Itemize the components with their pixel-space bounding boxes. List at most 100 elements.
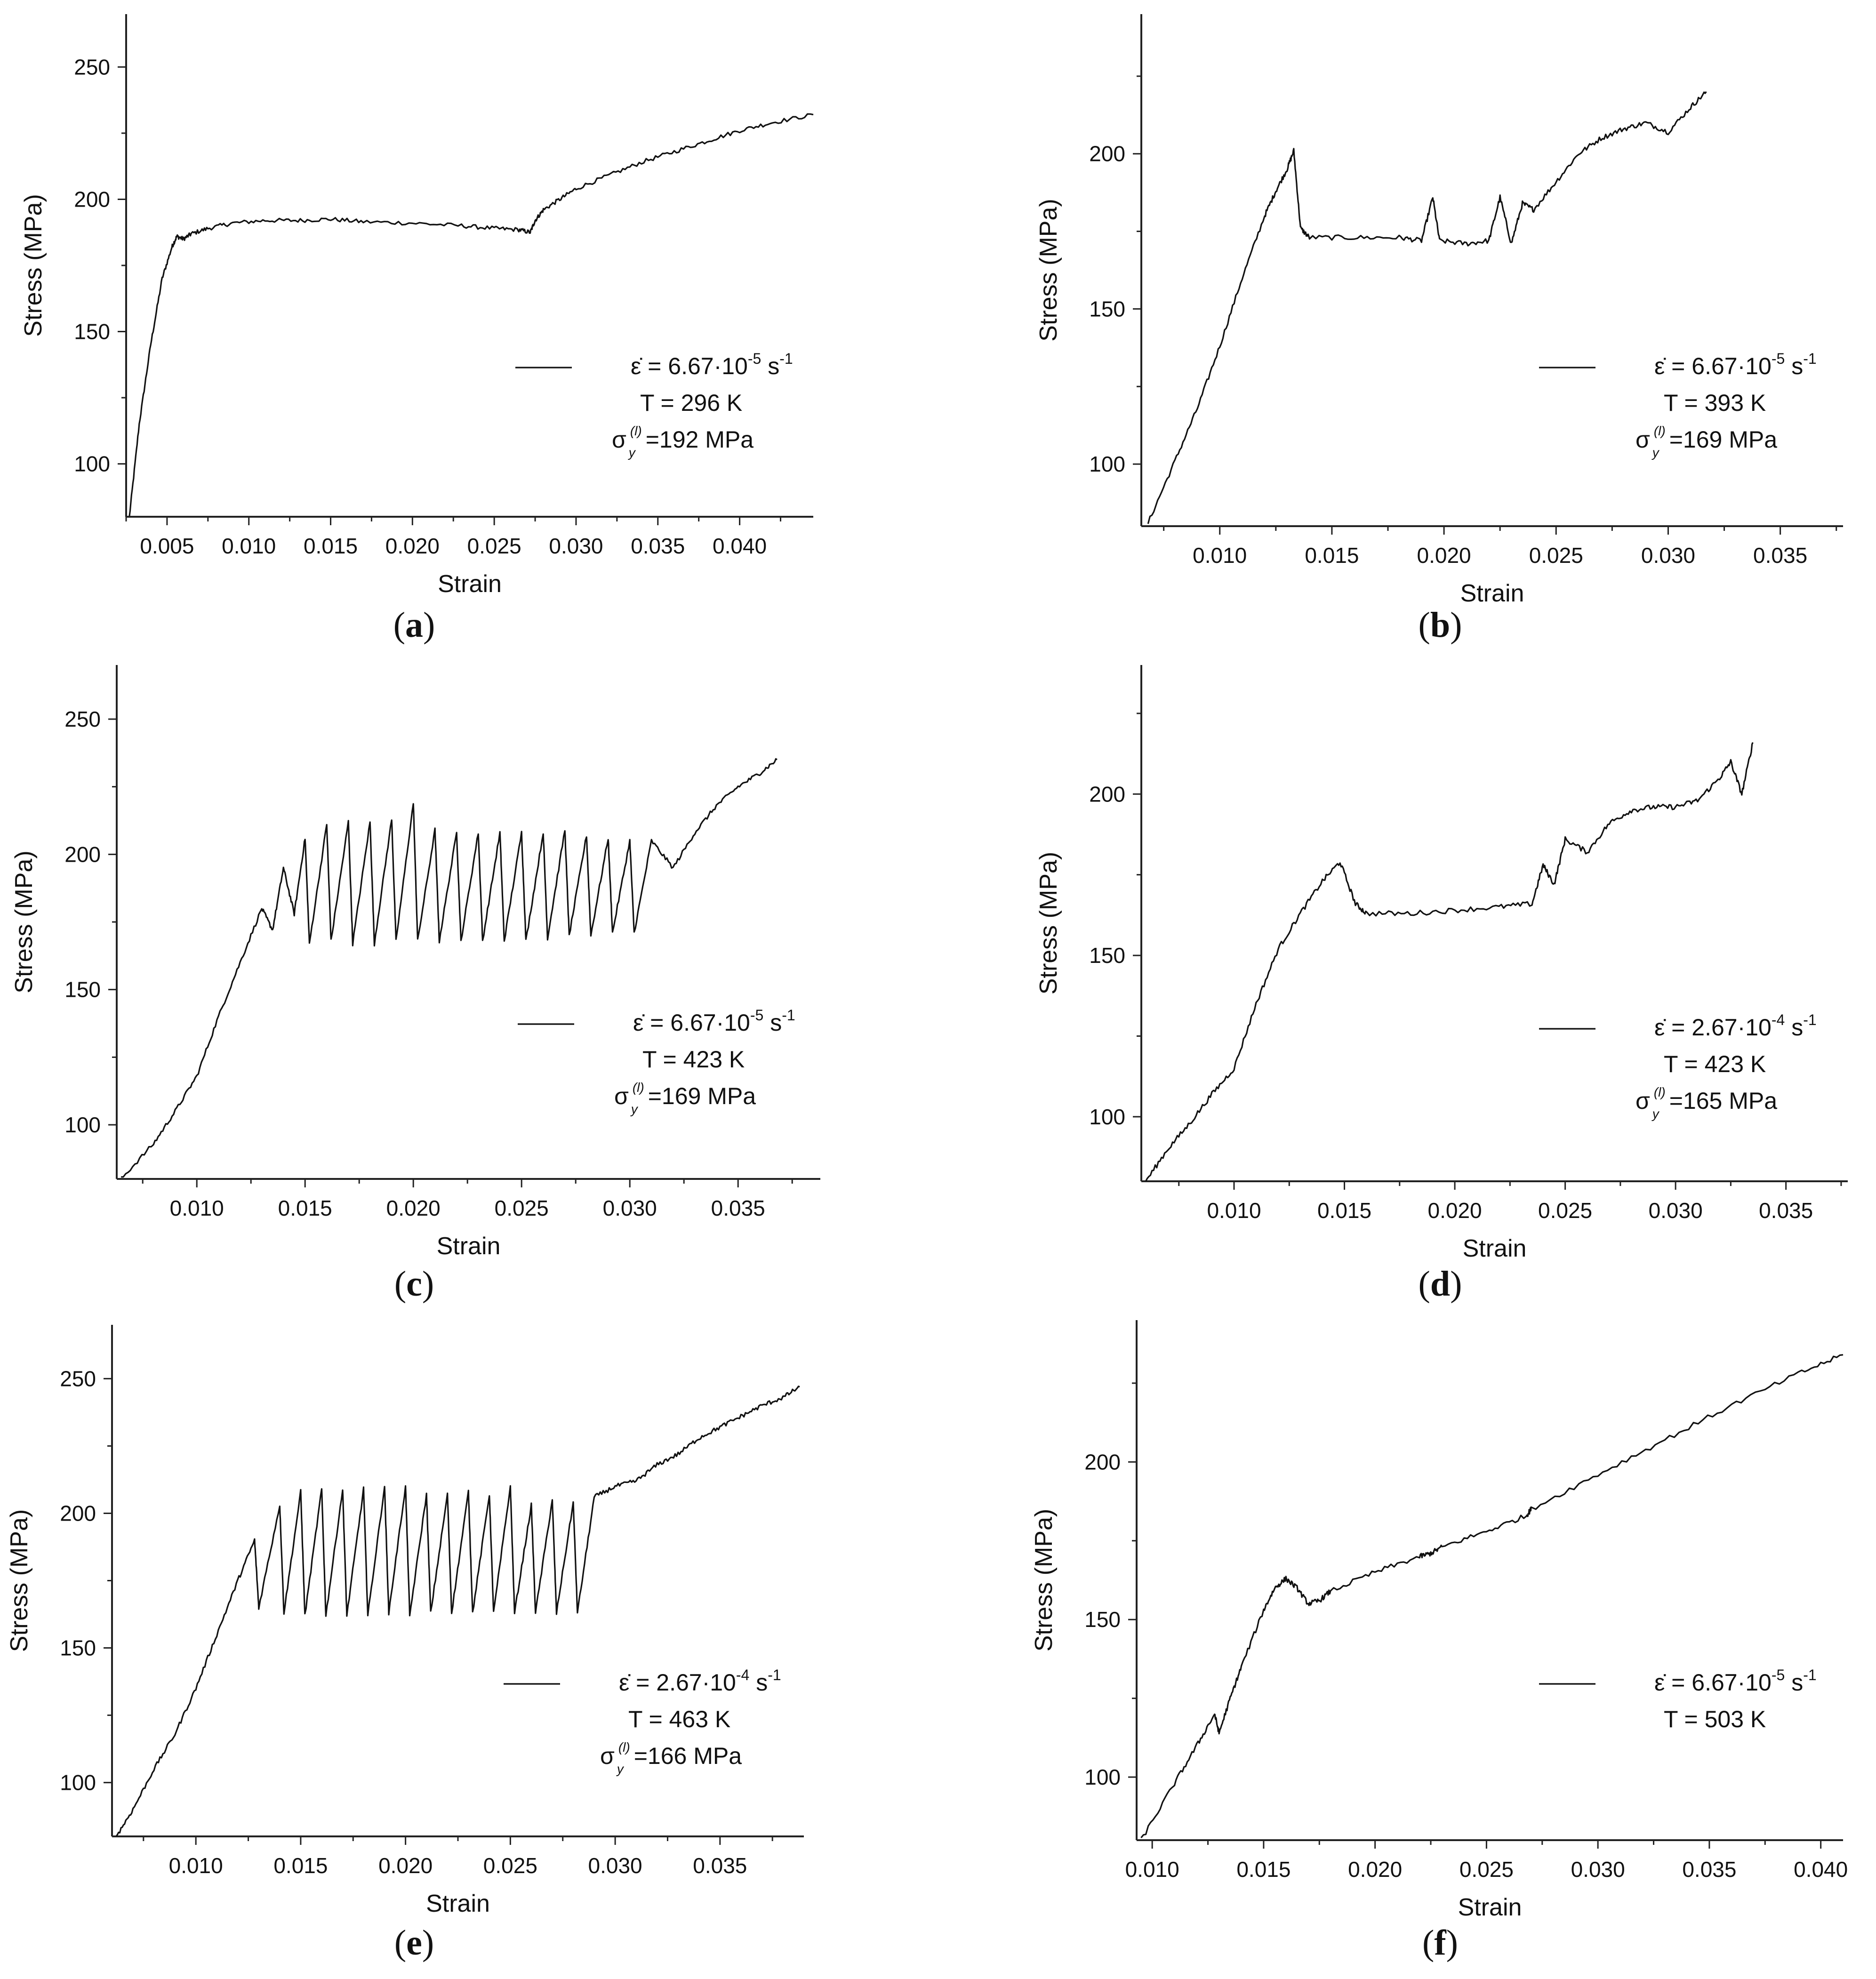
legend-rate-unit: s (1785, 1669, 1803, 1696)
y-tick-label: 200 (64, 842, 101, 866)
y-tick-label: 100 (1089, 1105, 1125, 1129)
caption-close-paren: ) (1450, 605, 1462, 645)
x-tick-label: 0.015 (273, 1853, 328, 1878)
legend-rate-prefix: ε̇ = (619, 1669, 656, 1696)
legend-rate-value: 6.67·10 (670, 1010, 750, 1036)
stress-strain-curve (121, 758, 778, 1178)
legend-temperature: T = 393 K (1664, 390, 1766, 416)
x-tick-label: 0.020 (385, 534, 440, 558)
y-tick-label: 100 (1084, 1765, 1121, 1789)
legend-rate-value: 6.67·10 (1692, 353, 1772, 379)
x-tick-label: 0.030 (1649, 1198, 1703, 1223)
y-tick-label: 150 (64, 977, 101, 1002)
sigma-symbol: σ (1635, 426, 1650, 453)
legend: ε̇ = 2.67·10-4 s-1 T = 423 K σ (l) y =165 MPa (1539, 1011, 1817, 1121)
legend-temperature: T = 423 K (1664, 1051, 1766, 1077)
y-tick-label: 250 (60, 1366, 96, 1391)
legend-unit-exponent: -1 (779, 350, 793, 367)
panel-caption: (d) (1370, 1264, 1511, 1305)
sigma-symbol: σ (612, 426, 626, 453)
legend-temperature: T = 503 K (1664, 1706, 1766, 1732)
sigma-symbol: σ (1635, 1088, 1650, 1114)
x-tick-label: 0.020 (1417, 543, 1471, 568)
x-axis-label: Strain (1463, 1235, 1527, 1262)
stress-strain-curve (115, 1386, 800, 1837)
caption-open-paren: ( (393, 605, 405, 645)
panel-a: 100 150 200 250 0.005 0.010 0.015 0.020 0.025 0.0… (20, 14, 814, 598)
x-tick-label: 0.015 (1236, 1857, 1291, 1882)
caption-close-paren: ) (1450, 1264, 1462, 1304)
legend-yield-stress: σ (l) y =169 MPa (614, 1080, 756, 1116)
legend-rate-value: 6.67·10 (1692, 1669, 1772, 1696)
x-tick-label: 0.010 (169, 1853, 223, 1878)
y-tick-label: 100 (1089, 452, 1125, 476)
legend-rate-prefix: ε̇ = (631, 353, 668, 379)
legend-rate-exponent: -4 (736, 1667, 749, 1683)
sigma-superscript: (l) (633, 1080, 644, 1095)
panel-caption: (a) (344, 605, 485, 646)
caption-open-paren: ( (394, 1923, 407, 1963)
x-tick-label: 0.005 (140, 534, 194, 558)
x-tick-label: 0.025 (467, 534, 521, 558)
legend-unit-exponent: -1 (782, 1007, 795, 1024)
legend-rate-unit: s (763, 1010, 782, 1036)
y-tick-label: 200 (1089, 782, 1125, 806)
x-tick-label: 0.030 (1571, 1857, 1625, 1882)
yield-stress-value: =169 MPa (648, 1083, 756, 1109)
x-tick-label: 0.010 (1207, 1198, 1261, 1223)
x-tick-label: 0.015 (1317, 1198, 1371, 1223)
yield-stress-value: =165 MPa (1669, 1088, 1778, 1114)
stress-strain-curve (1147, 91, 1707, 524)
legend-temperature: T = 423 K (642, 1046, 745, 1073)
panel-f: 100 150 200 0.010 0.015 0.020 0.025 0.030 0.035 0… (1030, 1320, 1848, 1921)
panel-c: 100 150 200 250 0.010 0.015 0.020 0.025 0.030 0.0… (10, 665, 820, 1260)
legend-strain-rate: ε̇ = 6.67·10-5 s-1 (633, 1007, 795, 1036)
legend-temperature: T = 296 K (640, 390, 742, 416)
x-tick-label: 0.035 (693, 1853, 747, 1878)
x-tick-label: 0.020 (1428, 1198, 1482, 1223)
x-tick-label: 0.020 (386, 1196, 441, 1220)
legend-unit-exponent: -1 (1803, 1011, 1816, 1028)
x-tick-label: 0.030 (549, 534, 603, 558)
x-tick-label: 0.035 (1759, 1198, 1813, 1223)
y-tick-label: 200 (1089, 142, 1125, 166)
legend-rate-prefix: ε̇ = (633, 1010, 670, 1036)
legend-rate-unit: s (761, 353, 779, 379)
x-tick-label: 0.025 (483, 1853, 537, 1878)
x-tick-label: 0.030 (588, 1853, 642, 1878)
legend-strain-rate: ε̇ = 6.67·10-5 s-1 (1654, 350, 1817, 379)
legend: ε̇ = 6.67·10-5 s-1 T = 423 K σ (l) y =169 MPa (518, 1007, 795, 1116)
legend: ε̇ = 6.67·10-5 s-1 T = 393 K σ (l) y =169 MPa (1539, 350, 1817, 460)
panel-e: 100 150 200 250 0.010 0.015 0.020 0.025 0.030 0.0… (6, 1325, 804, 1917)
caption-letter: b (1430, 605, 1451, 645)
caption-close-paren: ) (422, 1923, 434, 1963)
sigma-symbol: σ (600, 1743, 615, 1769)
y-tick-label: 200 (60, 1501, 96, 1525)
x-tick-label: 0.025 (1459, 1857, 1514, 1882)
x-tick-label: 0.025 (495, 1196, 549, 1220)
x-tick-label: 0.020 (1348, 1857, 1402, 1882)
caption-close-paren: ) (422, 1264, 434, 1304)
x-axis-label: Strain (426, 1890, 490, 1917)
y-tick-label: 200 (74, 187, 110, 211)
x-tick-label: 0.015 (304, 534, 358, 558)
x-axis-label: Strain (1460, 580, 1524, 607)
y-tick-label: 150 (74, 320, 110, 344)
x-tick-label: 0.010 (1125, 1857, 1179, 1882)
legend-rate-unit: s (749, 1669, 768, 1696)
legend-rate-value: 2.67·10 (656, 1669, 736, 1696)
legend-strain-rate: ε̇ = 2.67·10-4 s-1 (619, 1667, 781, 1696)
x-tick-label: 0.015 (278, 1196, 332, 1220)
legend: ε̇ = 2.67·10-4 s-1 T = 463 K σ (l) y =166 MPa (504, 1667, 781, 1776)
yield-stress-value: =169 MPa (1669, 426, 1778, 453)
legend-rate-exponent: -5 (750, 1007, 763, 1024)
caption-letter: e (406, 1923, 422, 1963)
panel-caption: (f) (1370, 1923, 1511, 1963)
x-tick-label: 0.040 (1794, 1857, 1848, 1882)
caption-letter: d (1430, 1264, 1451, 1304)
legend-rate-prefix: ε̇ = (1654, 1669, 1692, 1696)
x-tick-label: 0.010 (222, 534, 276, 558)
legend-rate-exponent: -5 (748, 350, 761, 367)
y-tick-label: 150 (60, 1636, 96, 1660)
